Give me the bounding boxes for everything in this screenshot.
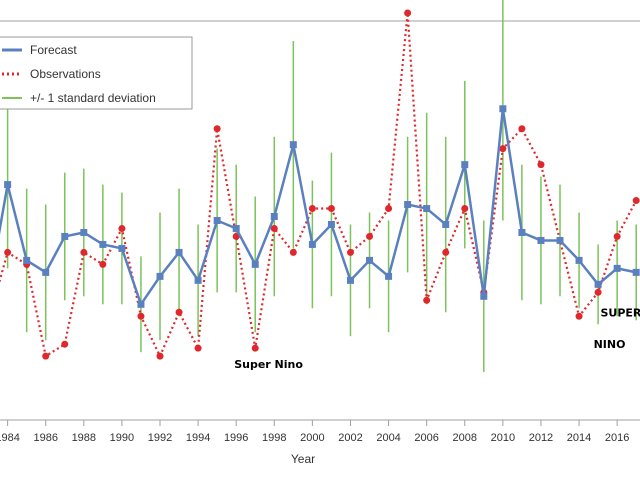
forecast-point bbox=[575, 256, 583, 264]
x-tick-label: 2008 bbox=[453, 432, 477, 444]
forecast-point bbox=[118, 244, 126, 252]
observation-point bbox=[308, 205, 316, 213]
forecast-point bbox=[442, 220, 450, 228]
forecast-point bbox=[327, 220, 335, 228]
observation-point bbox=[404, 9, 412, 17]
observation-point bbox=[80, 248, 88, 256]
forecast-point bbox=[175, 248, 183, 256]
x-tick-label: 2016 bbox=[605, 432, 629, 444]
x-tick-label: 2002 bbox=[338, 432, 362, 444]
legend-box bbox=[0, 36, 193, 110]
x-tick-label: 1984 bbox=[0, 432, 20, 444]
observation-point bbox=[499, 145, 507, 153]
observation-point bbox=[251, 344, 259, 352]
annotation-label: SUPER bbox=[600, 306, 640, 319]
observation-point bbox=[461, 205, 469, 213]
observation-point bbox=[442, 248, 450, 256]
annotations: Super Nino SUPER NINO bbox=[234, 306, 640, 371]
observation-point bbox=[61, 340, 69, 348]
forecast-point bbox=[613, 264, 621, 272]
observation-point bbox=[423, 296, 431, 304]
observation-point bbox=[346, 248, 354, 256]
forecast-point bbox=[461, 161, 469, 169]
forecast-point bbox=[499, 105, 507, 113]
observation-point bbox=[594, 288, 602, 296]
x-tick-label: 2000 bbox=[300, 432, 324, 444]
observation-point bbox=[518, 125, 526, 133]
x-tick-label: 2004 bbox=[376, 432, 400, 444]
x-axis-ticks: 1984 1986 1988 1990 1992 1994 1996 1998 2000 2002… bbox=[0, 420, 629, 444]
x-tick-label: 1996 bbox=[224, 432, 248, 444]
x-tick-label: 2014 bbox=[567, 432, 591, 444]
annotation-label: Super Nino bbox=[234, 358, 303, 371]
forecast-point bbox=[42, 268, 50, 276]
x-tick-label: 1998 bbox=[262, 432, 286, 444]
forecast-point bbox=[270, 213, 278, 221]
forecast-point bbox=[346, 276, 354, 284]
observation-point bbox=[270, 224, 278, 232]
x-axis-title: Year bbox=[291, 452, 315, 466]
observation-point bbox=[632, 197, 640, 205]
forecast-point bbox=[632, 268, 640, 276]
observation-point bbox=[4, 248, 12, 256]
forecast-point bbox=[4, 181, 12, 189]
observation-point bbox=[99, 260, 107, 268]
forecast-point bbox=[156, 272, 164, 280]
observation-point bbox=[175, 308, 183, 316]
observation-point bbox=[232, 232, 240, 240]
legend: Forecast Observations +/- 1 standard dev… bbox=[0, 36, 193, 110]
forecast-point bbox=[556, 236, 564, 244]
observation-point bbox=[156, 352, 164, 360]
forecast-point bbox=[594, 280, 602, 288]
observation-point bbox=[118, 224, 126, 232]
forecast-point bbox=[423, 205, 431, 213]
forecast-point bbox=[366, 256, 374, 264]
observation-point bbox=[366, 232, 374, 240]
x-tick-label: 2006 bbox=[414, 432, 438, 444]
forecast-point bbox=[232, 224, 240, 232]
annotation-label: NINO bbox=[594, 338, 626, 351]
forecast-point bbox=[251, 260, 259, 268]
observation-point bbox=[289, 248, 297, 256]
observation-point bbox=[613, 232, 621, 240]
forecast-point bbox=[480, 292, 488, 300]
observation-point bbox=[213, 125, 221, 133]
forecast-point bbox=[99, 240, 107, 248]
observation-point bbox=[137, 312, 145, 320]
forecast-point bbox=[213, 217, 221, 224]
x-tick-label: 1992 bbox=[148, 432, 172, 444]
forecast-point bbox=[23, 256, 31, 264]
observation-point bbox=[194, 344, 202, 352]
x-tick-label: 1990 bbox=[110, 432, 134, 444]
forecast-point bbox=[385, 272, 393, 280]
forecast-point bbox=[194, 276, 202, 284]
legend-stddev-label: +/- 1 standard deviation bbox=[30, 91, 156, 105]
x-tick-label: 2012 bbox=[529, 432, 553, 444]
forecast-point bbox=[289, 141, 297, 149]
forecast-point bbox=[518, 228, 526, 236]
observation-point bbox=[327, 205, 335, 213]
forecast-point bbox=[308, 240, 316, 248]
x-tick-label: 1986 bbox=[33, 432, 57, 444]
forecast-series bbox=[0, 105, 640, 308]
x-tick-label: 1994 bbox=[186, 432, 210, 444]
x-tick-label: 1988 bbox=[72, 432, 96, 444]
observation-point bbox=[42, 352, 50, 360]
forecast-point bbox=[137, 300, 145, 308]
forecast-point bbox=[537, 236, 545, 244]
x-tick-label: 2010 bbox=[491, 432, 515, 444]
forecast-point bbox=[61, 232, 69, 240]
observation-point bbox=[385, 205, 393, 213]
observation-point bbox=[575, 312, 583, 320]
forecast-point bbox=[404, 201, 412, 209]
legend-forecast-label: Forecast bbox=[30, 43, 77, 57]
forecast-point bbox=[80, 228, 88, 236]
observation-point bbox=[537, 161, 545, 169]
legend-observations-label: Observations bbox=[30, 67, 101, 81]
